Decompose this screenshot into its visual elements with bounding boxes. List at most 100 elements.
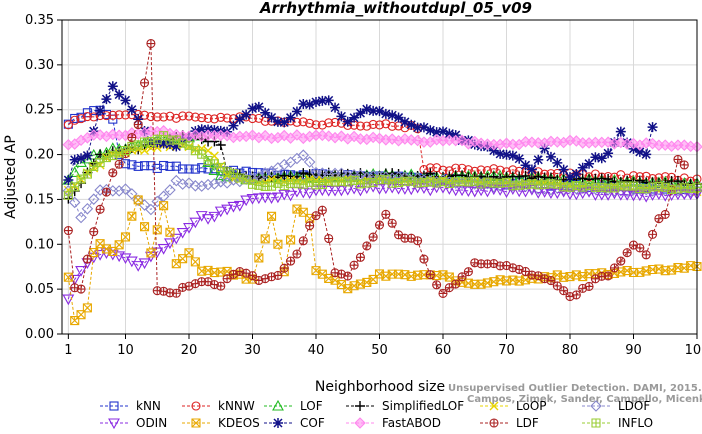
data-point-knnw bbox=[216, 112, 226, 122]
data-point-knn bbox=[171, 161, 181, 171]
data-point-cof bbox=[507, 150, 518, 161]
data-point-inflo bbox=[95, 157, 105, 168]
data-point-cof bbox=[584, 158, 595, 169]
data-point-ldof bbox=[176, 178, 189, 190]
data-point-cof bbox=[196, 124, 207, 135]
data-point-ldf bbox=[286, 256, 296, 266]
data-point-odin bbox=[259, 192, 272, 204]
watermark-line-1: Unsupervised Outlier Detection. DAMI, 20… bbox=[448, 383, 702, 394]
data-point-cof bbox=[545, 151, 556, 162]
data-point-ldf bbox=[660, 209, 670, 219]
data-point-odin bbox=[62, 294, 75, 306]
data-point-knnw bbox=[368, 119, 378, 129]
data-point-ldf bbox=[292, 249, 302, 259]
data-point-ldf bbox=[139, 78, 150, 88]
data-point-knnw bbox=[209, 114, 219, 124]
data-point-knnw bbox=[381, 119, 391, 129]
series-odin bbox=[62, 181, 702, 306]
data-point-cof bbox=[120, 95, 131, 106]
data-point-kdeos bbox=[267, 211, 277, 221]
x-tick-label: 90 bbox=[625, 343, 642, 358]
data-point-cof bbox=[647, 122, 658, 133]
data-point-ldof bbox=[303, 156, 316, 168]
data-point-ldof bbox=[138, 199, 151, 211]
data-point-cof bbox=[279, 117, 290, 128]
data-point-knn bbox=[178, 164, 188, 174]
data-point-ldf bbox=[432, 280, 442, 290]
data-point-ldf bbox=[673, 154, 683, 164]
series-layer bbox=[62, 38, 702, 326]
data-point-kdeos bbox=[127, 211, 137, 221]
legend-item-knn: kNN bbox=[100, 399, 161, 413]
data-point-cof bbox=[133, 114, 144, 125]
data-point-ldof bbox=[132, 194, 144, 207]
data-point-odin bbox=[468, 186, 481, 198]
y-tick-label: 0.20 bbox=[25, 148, 54, 163]
data-point-ldof bbox=[494, 179, 506, 192]
data-point-cof bbox=[552, 157, 563, 168]
watermark-line-2: Campos, Zimek, Sander, Campello, Micenko… bbox=[467, 394, 702, 405]
data-point-odin bbox=[284, 190, 297, 202]
data-point-ldf bbox=[374, 220, 385, 230]
y-tick-label: 0.15 bbox=[25, 192, 54, 207]
data-point-fastabod bbox=[94, 129, 106, 141]
legend-item-ldof: LDOF bbox=[582, 399, 650, 413]
data-point-ldf bbox=[571, 290, 581, 300]
data-point-fastabod bbox=[386, 133, 398, 145]
series-inflo bbox=[63, 131, 702, 200]
axes: 0.00 0.05 0.10 0.15 0.20 0.25 0.30 0.35 1 10 20 30 4… bbox=[25, 13, 702, 358]
data-point-kdeos bbox=[286, 235, 296, 245]
data-point-ldf bbox=[133, 120, 143, 130]
data-point-cof bbox=[323, 95, 334, 106]
data-point-simplifiedlof bbox=[577, 173, 588, 184]
data-point-cof bbox=[311, 97, 321, 108]
data-point-cof bbox=[393, 112, 404, 123]
series-line-odin bbox=[67, 185, 698, 300]
data-point-knnw bbox=[311, 120, 321, 130]
data-point-cof bbox=[158, 138, 169, 149]
data-point-cof bbox=[285, 112, 296, 123]
data-point-knnw bbox=[178, 111, 188, 121]
data-point-cof bbox=[514, 153, 525, 164]
data-point-ldf bbox=[89, 227, 99, 237]
data-point-ldf bbox=[552, 281, 562, 291]
data-point-odin bbox=[545, 188, 557, 200]
data-point-odin bbox=[621, 190, 634, 201]
legend-marker-fastabod bbox=[354, 417, 366, 429]
data-point-ldf bbox=[108, 168, 118, 178]
legend-item-ldf: LDF bbox=[480, 416, 539, 430]
data-point-knnw bbox=[140, 110, 150, 120]
data-point-cof bbox=[361, 104, 372, 115]
data-point-cof bbox=[615, 126, 626, 137]
x-axis-label: Neighborhood size bbox=[315, 379, 445, 395]
data-point-cof bbox=[234, 114, 245, 125]
data-point-ldof bbox=[68, 196, 81, 209]
y-axis-label: Adjusted AP bbox=[3, 135, 19, 219]
data-point-cof bbox=[95, 105, 106, 116]
data-point-kdeos bbox=[190, 257, 200, 267]
data-point-ldf bbox=[343, 271, 353, 281]
data-point-odin bbox=[551, 188, 564, 200]
data-point-ldf bbox=[114, 159, 124, 169]
data-point-ldf bbox=[324, 233, 334, 244]
data-point-cof bbox=[349, 112, 360, 123]
data-point-ldf bbox=[171, 288, 181, 298]
legend-item-simplifiedlof: SimplifiedLOF bbox=[346, 399, 464, 413]
y-tick-label: 0.25 bbox=[25, 103, 54, 118]
y-tick-label: 0.05 bbox=[25, 282, 54, 297]
x-tick-label: 70 bbox=[498, 343, 515, 358]
data-point-knnw bbox=[108, 110, 118, 120]
data-point-knn bbox=[165, 161, 175, 171]
legend-marker-kdeos bbox=[191, 418, 201, 428]
data-point-cof bbox=[577, 162, 588, 173]
data-point-inflo bbox=[197, 149, 207, 159]
legend-label-odin: ODIN bbox=[136, 416, 167, 430]
data-point-knnw bbox=[89, 112, 99, 122]
data-point-knnw bbox=[387, 121, 397, 131]
data-point-fastabod bbox=[246, 129, 259, 142]
data-point-odin bbox=[373, 184, 386, 195]
data-point-cof bbox=[596, 153, 607, 164]
data-point-cof bbox=[603, 148, 614, 159]
data-point-inflo bbox=[82, 169, 92, 179]
data-point-kdeos bbox=[165, 227, 175, 237]
